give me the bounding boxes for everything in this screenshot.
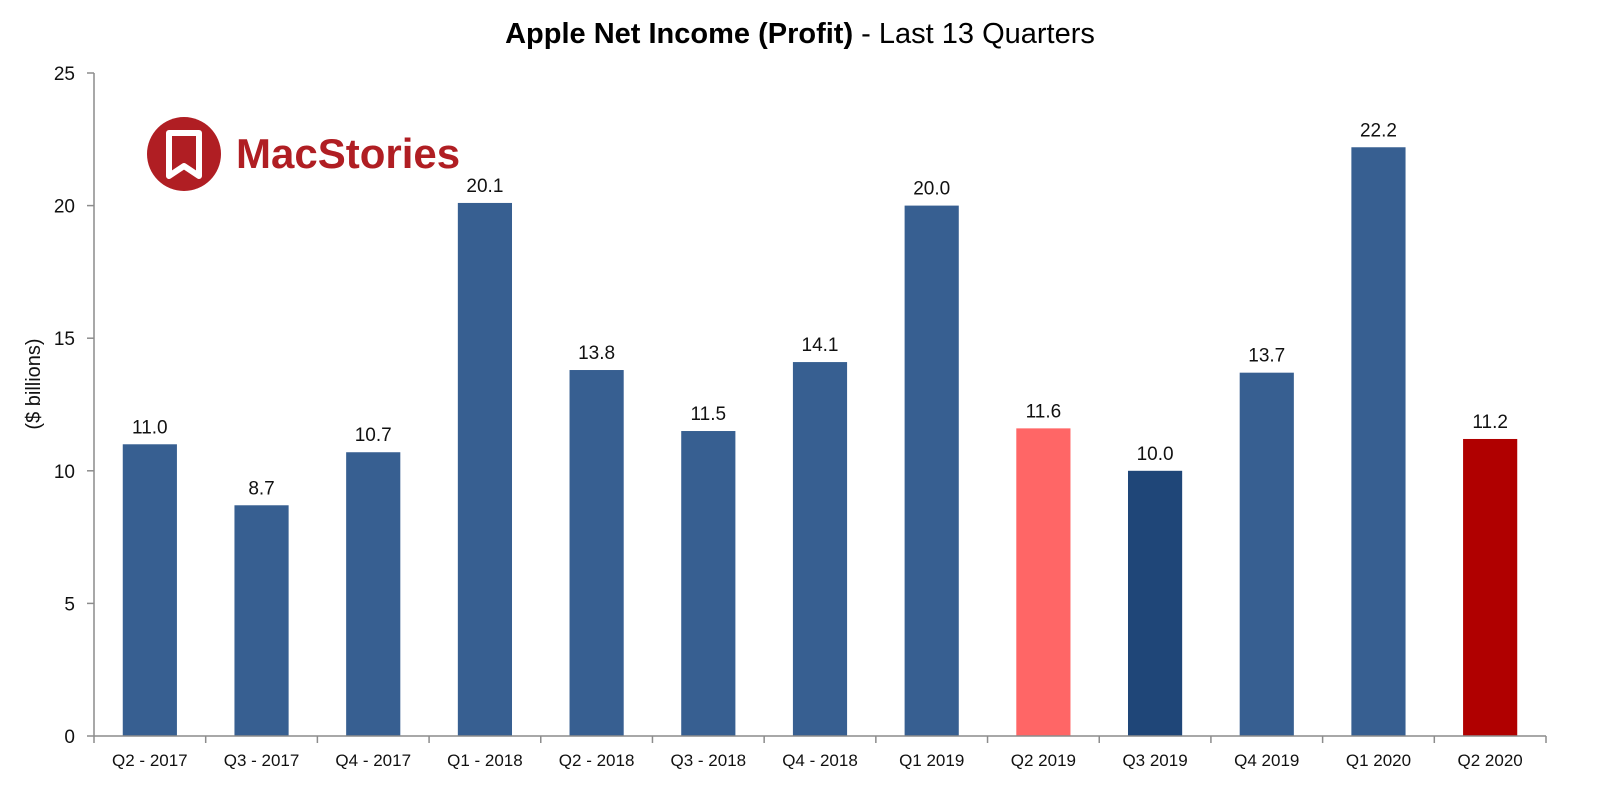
value-labels: 11.0 8.7 10.7 20.1 13.8 11.5 14.1 20.0 11.6 10.0 1… xyxy=(132,120,1508,499)
logo-text: MacStories xyxy=(236,130,460,177)
bar-value-label: 10.7 xyxy=(355,425,392,446)
x-tick-label: Q4 - 2018 xyxy=(782,751,858,770)
y-tick-label: 0 xyxy=(64,727,75,748)
logo-bookmark-shape xyxy=(166,130,202,179)
y-tick-label: 5 xyxy=(64,594,75,615)
x-tick-label: Q1 2019 xyxy=(899,751,964,770)
bar-value-label: 11.5 xyxy=(691,404,727,425)
x-tick-label: Q2 2020 xyxy=(1458,751,1523,770)
x-tick-label: Q1 2020 xyxy=(1346,751,1411,770)
bar-value-label: 13.8 xyxy=(578,343,615,364)
chart-title: Apple Net Income (Profit) - Last 13 Quar… xyxy=(505,18,1095,50)
bar xyxy=(1463,438,1518,736)
y-axis-label: ($ billions) xyxy=(23,338,45,429)
bar xyxy=(1239,372,1294,736)
y-tick-label: 20 xyxy=(54,197,75,218)
y-tick-label: 10 xyxy=(54,462,75,483)
chart-title-rest: - Last 13 Quarters xyxy=(853,18,1095,50)
y-tick-label: 15 xyxy=(54,329,75,350)
x-tick-label: Q2 - 2017 xyxy=(112,751,188,770)
x-tick-label: Q1 - 2018 xyxy=(447,751,523,770)
bars xyxy=(122,147,1518,737)
x-tick-label: Q4 - 2017 xyxy=(335,751,411,770)
x-axis: Q2 - 2017 Q3 - 2017 Q4 - 2017 Q1 - 2018 Q2 -… xyxy=(93,735,1547,770)
x-tick-label: Q2 - 2018 xyxy=(559,751,635,770)
bar xyxy=(346,452,401,736)
bar xyxy=(792,362,848,736)
x-tick-label: Q2 2019 xyxy=(1011,751,1076,770)
bar-value-label: 14.1 xyxy=(802,335,839,356)
y-tick-label: 25 xyxy=(54,64,75,85)
bar xyxy=(904,205,959,737)
bar xyxy=(681,431,736,736)
x-tick-label: Q3 2019 xyxy=(1122,751,1187,770)
macstories-logo: MacStories xyxy=(147,117,460,191)
bar-value-label: 11.2 xyxy=(1472,412,1508,433)
bar-value-label: 20.1 xyxy=(466,176,503,197)
bar-value-label: 10.0 xyxy=(1137,444,1174,465)
bar-value-label: 20.0 xyxy=(913,179,950,200)
logo-bookmark-icon xyxy=(147,117,221,191)
bar xyxy=(569,370,624,736)
x-tick-label: Q4 2019 xyxy=(1234,751,1299,770)
bar xyxy=(234,505,289,736)
bar-value-label: 11.6 xyxy=(1026,401,1062,422)
bar-value-label: 22.2 xyxy=(1360,120,1397,141)
bar xyxy=(457,202,513,736)
chart-title-bold: Apple Net Income (Profit) xyxy=(505,18,853,50)
bar xyxy=(122,444,177,736)
bar xyxy=(1127,470,1183,736)
bar xyxy=(1016,428,1071,736)
bar-value-label: 13.7 xyxy=(1248,346,1285,367)
x-tick-label: Q3 - 2018 xyxy=(671,751,747,770)
bar xyxy=(1351,147,1406,737)
y-axis: 0 5 10 15 20 25 xyxy=(54,64,95,748)
bar-value-label: 11.0 xyxy=(132,417,168,438)
bar-value-label: 8.7 xyxy=(248,478,274,499)
x-tick-label: Q3 - 2017 xyxy=(224,751,300,770)
